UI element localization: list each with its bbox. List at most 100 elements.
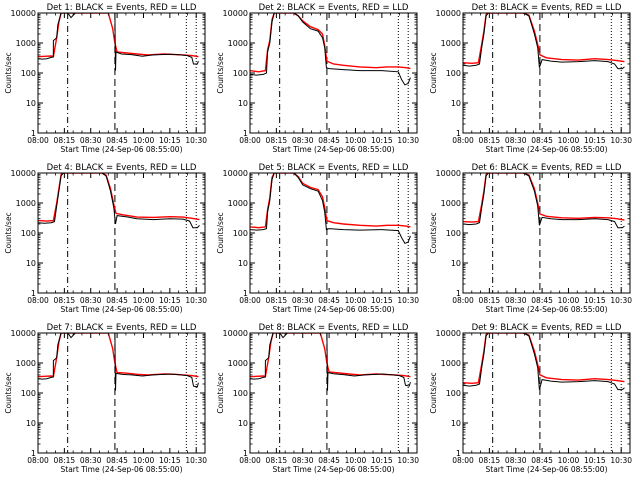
y-tick-label: 1000 — [16, 359, 36, 368]
x-tick-label: 08:15 — [266, 296, 288, 305]
y-tick-label: 1 — [31, 129, 36, 138]
x-tick-label: 08:00 — [452, 296, 474, 305]
x-tick-label: 08:15 — [266, 456, 288, 465]
y-axis-label: Counts/sec — [429, 52, 438, 93]
y-tick-label: 10000 — [11, 169, 36, 178]
y-tick-label: 1 — [456, 449, 461, 458]
y-tick-label: 10000 — [436, 169, 461, 178]
x-tick-label: 10:00 — [558, 456, 580, 465]
y-tick-label: 10000 — [223, 169, 248, 178]
x-tick-label: 08:15 — [479, 456, 501, 465]
x-tick-label: 08:00 — [239, 456, 261, 465]
x-tick-label: 10:30 — [185, 136, 207, 145]
x-axis-label: Start Time (24-Sep-06 08:55:00) — [61, 305, 183, 314]
y-tick-label: 10 — [238, 419, 248, 428]
x-axis-label: Start Time (24-Sep-06 08:55:00) — [486, 305, 608, 314]
y-tick-label: 1 — [243, 129, 248, 138]
y-tick-label: 100 — [233, 229, 248, 238]
series-line-lld — [463, 333, 625, 385]
x-tick-label: 08:30 — [505, 456, 527, 465]
detector-panel-7: 1 10 100 1000 10000 08:00 08:15 08:30 08:45 10:00… — [4, 323, 207, 474]
x-tick-label: 10:30 — [610, 456, 632, 465]
y-tick-label: 10 — [451, 419, 461, 428]
x-tick-label: 08:45 — [318, 456, 340, 465]
series-line-lld — [250, 333, 411, 378]
y-tick-label: 10000 — [11, 9, 36, 18]
x-tick-label: 08:45 — [318, 296, 340, 305]
y-tick-label: 1 — [243, 289, 248, 298]
y-tick-label: 10 — [451, 259, 461, 268]
y-tick-label: 1 — [31, 449, 36, 458]
y-tick-label: 1000 — [16, 39, 36, 48]
panel-title: Det 9: BLACK = Events, RED = LLD — [472, 323, 622, 333]
series-line-lld — [250, 13, 411, 73]
y-tick-label: 10 — [451, 99, 461, 108]
series-line-lld — [38, 173, 200, 222]
y-axis-label: Counts/sec — [4, 372, 13, 413]
detector-panel-5: 1 10 100 1000 10000 08:00 08:15 08:30 08:45 10:00… — [216, 163, 419, 314]
x-tick-label: 10:00 — [558, 136, 580, 145]
y-tick-label: 10 — [238, 259, 248, 268]
x-tick-label: 08:45 — [106, 136, 128, 145]
x-tick-label: 10:00 — [558, 296, 580, 305]
x-tick-label: 08:30 — [80, 136, 102, 145]
y-tick-label: 10000 — [436, 329, 461, 338]
plot-frame — [37, 172, 206, 294]
y-tick-label: 1 — [31, 289, 36, 298]
x-tick-label: 08:45 — [531, 136, 553, 145]
series-line-events — [38, 13, 199, 71]
plot-frame — [37, 12, 206, 134]
x-tick-label: 08:00 — [239, 296, 261, 305]
series-line-events — [250, 173, 411, 245]
x-tick-label: 08:15 — [479, 136, 501, 145]
x-axis-label: Start Time (24-Sep-06 08:55:00) — [273, 465, 395, 474]
series-line-events — [463, 333, 625, 391]
y-tick-label: 10000 — [223, 329, 248, 338]
plot-frame — [37, 332, 206, 454]
x-axis-label: Start Time (24-Sep-06 08:55:00) — [273, 305, 395, 314]
x-tick-label: 08:30 — [505, 296, 527, 305]
y-axis-label: Counts/sec — [216, 212, 225, 253]
series-line-lld — [38, 333, 199, 378]
series-line-lld — [250, 173, 411, 229]
x-tick-label: 08:00 — [27, 136, 49, 145]
x-tick-label: 08:00 — [27, 296, 49, 305]
x-tick-label: 08:15 — [266, 136, 288, 145]
x-tick-label: 08:15 — [54, 136, 76, 145]
x-tick-label: 10:00 — [345, 296, 367, 305]
panel-title: Det 4: BLACK = Events, RED = LLD — [47, 163, 197, 173]
x-tick-label: 08:30 — [292, 136, 314, 145]
x-tick-label: 10:15 — [371, 136, 393, 145]
x-tick-label: 08:30 — [505, 136, 527, 145]
y-tick-label: 10 — [26, 99, 36, 108]
detector-panel-8: 1 10 100 1000 10000 08:00 08:15 08:30 08:45 10:00… — [216, 323, 419, 474]
x-tick-label: 10:30 — [610, 136, 632, 145]
x-tick-label: 08:15 — [54, 456, 76, 465]
x-tick-label: 10:15 — [584, 136, 606, 145]
x-tick-label: 08:15 — [479, 296, 501, 305]
plot-frame — [249, 172, 418, 294]
y-tick-label: 10 — [26, 259, 36, 268]
x-axis-label: Start Time (24-Sep-06 08:55:00) — [61, 145, 183, 154]
series-line-lld — [463, 13, 625, 65]
y-tick-label: 1000 — [441, 199, 461, 208]
x-tick-label: 10:15 — [371, 296, 393, 305]
y-tick-label: 10000 — [436, 9, 461, 18]
x-tick-label: 10:30 — [610, 296, 632, 305]
detector-panel-6: 1 10 100 1000 10000 08:00 08:15 08:30 08:45 10:00… — [429, 163, 632, 314]
plot-frame — [462, 172, 631, 294]
detector-panel-3: 1 10 100 1000 10000 08:00 08:15 08:30 08:45 10:00… — [429, 3, 632, 154]
x-tick-label: 10:00 — [133, 136, 155, 145]
y-tick-label: 10 — [238, 99, 248, 108]
y-tick-label: 1000 — [228, 199, 248, 208]
x-tick-label: 08:30 — [292, 296, 314, 305]
x-tick-label: 08:30 — [80, 296, 102, 305]
x-tick-label: 10:15 — [159, 136, 181, 145]
x-tick-label: 10:15 — [159, 456, 181, 465]
y-tick-label: 100 — [446, 229, 461, 238]
x-axis-label: Start Time (24-Sep-06 08:55:00) — [486, 145, 608, 154]
y-axis-label: Counts/sec — [4, 52, 13, 93]
panel-title: Det 5: BLACK = Events, RED = LLD — [259, 163, 409, 173]
plot-frame — [462, 332, 631, 454]
x-tick-label: 08:00 — [27, 456, 49, 465]
